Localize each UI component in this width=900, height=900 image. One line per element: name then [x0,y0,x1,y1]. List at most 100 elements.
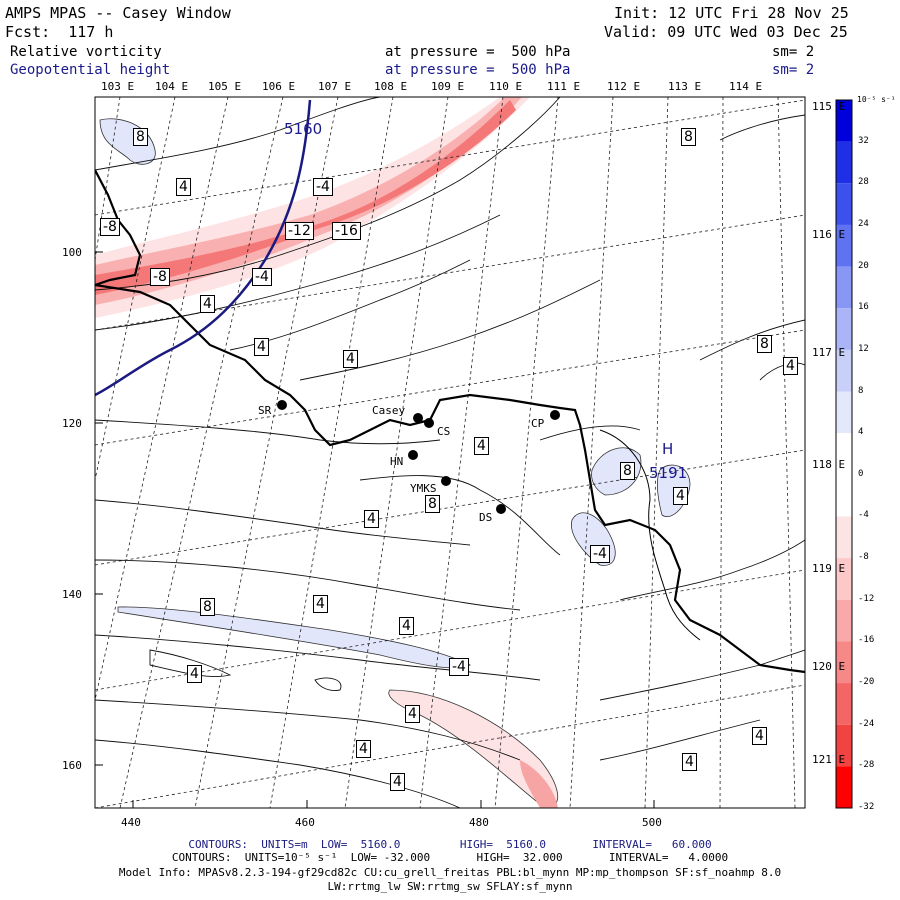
station-dot-CP[interactable] [550,410,560,420]
pos-vorticity-5 [118,607,470,668]
station-dot-Casey[interactable] [413,413,423,423]
vorticity-contour-label: 4 [200,295,215,313]
vorticity-contour-label: 4 [390,773,405,791]
colorbar-label: -28 [858,760,874,770]
colorbar-label: 32 [858,136,869,146]
top-lon-label: 104 E [155,80,188,93]
vorticity-contour-label: -4 [590,545,610,563]
vorticity-contour-label: 8 [620,462,635,480]
colorbar-swatch [836,600,852,642]
height-contour-label: 5160 [284,122,322,137]
right-lon-label: 120 E [812,660,845,673]
vorticity-contour-label: -12 [285,222,314,240]
station-dot-YMKS[interactable] [441,476,451,486]
window-title: AMPS MPAS -- Casey Window [5,6,231,21]
vorticity-contours [95,97,805,808]
x-tick-label: 440 [121,816,141,829]
field1-pressure: at pressure = 500 hPa [385,45,570,59]
right-lon-label: 121 E [812,753,845,766]
top-lon-label: 109 E [431,80,464,93]
colorbar-label: 4 [858,427,863,437]
station-dot-DS[interactable] [496,504,506,514]
colorbar-label: -4 [858,510,869,520]
x-tick-label: 460 [295,816,315,829]
colorbar-label: 0 [858,469,863,479]
colorbar-unit: 10⁻⁵ s⁻¹ [857,96,896,104]
station-dot-HN[interactable] [408,450,418,460]
colorbar-label: -8 [858,552,869,562]
station-dot-SR[interactable] [277,400,287,410]
top-lon-label: 106 E [262,80,295,93]
vorticity-contour-label: 4 [176,178,191,196]
vorticity-contour-label: 4 [313,595,328,613]
forecast-hour: Fcst: 117 h [5,25,113,40]
station-label-CS: CS [437,426,450,437]
vorticity-contour-label: -8 [100,218,120,236]
colorbar-swatch [836,392,852,434]
high-value: 5191 [649,466,687,481]
colorbar-label: 28 [858,177,869,187]
vorticity-contour-label: 8 [425,495,440,513]
right-lon-label: 118 E [812,458,845,471]
station-label-YMKS: YMKS [410,483,437,494]
vorticity-contour-label: 4 [343,350,358,368]
y-tick-label: 120 [62,417,82,430]
vorticity-contour-label: 8 [200,598,215,616]
top-lon-label: 103 E [101,80,134,93]
vorticity-contour-label: 4 [673,487,688,505]
colorbar-label: -24 [858,719,874,729]
colorbar [836,100,852,808]
right-lon-label: 116 E [812,228,845,241]
colorbar-label: 8 [858,386,863,396]
colorbar-swatch [836,475,852,517]
high-symbol: H [662,442,673,457]
field1-smooth: sm= 2 [772,45,814,59]
colorbar-label: -16 [858,635,874,645]
top-lon-label: 107 E [318,80,351,93]
vorticity-contour-label: -4 [313,178,333,196]
right-lon-label: 119 E [812,562,845,575]
field1-name: Relative vorticity [10,45,162,59]
colorbar-swatch [836,142,852,184]
vorticity-contour-label: 4 [399,617,414,635]
y-tick-label: 100 [62,246,82,259]
init-time: Init: 12 UTC Fri 28 Nov 25 [614,6,849,21]
vorticity-contour-label: 4 [783,357,798,375]
footer-physics-info: LW:rrtmg_lw SW:rrtmg_sw SFLAY:sf_mynn [0,880,900,893]
colorbar-swatch [836,766,852,808]
axis-ticks [95,252,654,808]
vorticity-contour-label: 4 [405,705,420,723]
y-tick-label: 140 [62,588,82,601]
vorticity-contour-label: -4 [252,268,272,286]
colorbar-swatch [836,516,852,558]
vorticity-contour-label: 4 [474,437,489,455]
plot-frame [95,97,805,808]
top-lon-label: 105 E [208,80,241,93]
footer-vorticity-contours: CONTOURS: UNITS=10⁻⁵ s⁻¹ LOW= -32.000 HI… [0,851,900,864]
right-lon-label: 117 E [812,346,845,359]
colorbar-label: 24 [858,219,869,229]
top-lon-label: 108 E [374,80,407,93]
station-label-SR: SR [258,405,271,416]
vorticity-contour-label: 8 [133,128,148,146]
top-lon-label: 114 E [729,80,762,93]
vorticity-contour-label: 4 [364,510,379,528]
y-tick-label: 160 [62,759,82,772]
vorticity-contour-label: 8 [757,335,772,353]
right-lon-label: 115 E [812,100,845,113]
station-dot-CS[interactable] [424,418,434,428]
valid-time: Valid: 09 UTC Wed 03 Dec 25 [604,25,848,40]
top-lon-label: 110 E [489,80,522,93]
colorbar-label: -12 [858,594,874,604]
colorbar-label: 20 [858,261,869,271]
station-label-HN: HN [390,456,403,467]
colorbar-label: 12 [858,344,869,354]
station-label-Casey: Casey [372,405,405,416]
plot-area [95,97,805,808]
colorbar-label: -32 [858,802,874,812]
x-tick-label: 480 [469,816,489,829]
footer-model-info: Model Info: MPASv8.2.3-194-gf29cd82c CU:… [0,866,900,879]
top-lon-label: 112 E [607,80,640,93]
colorbar-label: 16 [858,302,869,312]
vorticity-contour-label: 4 [356,740,371,758]
